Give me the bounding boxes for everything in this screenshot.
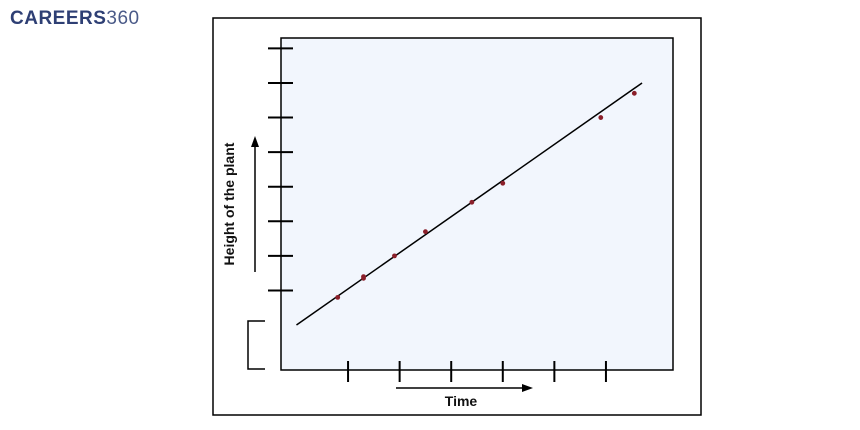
data-point-3 xyxy=(361,275,366,281)
x-axis-ticks xyxy=(347,361,607,382)
x-axis-label: Time xyxy=(445,393,478,409)
data-point-9 xyxy=(631,90,637,96)
origin-bracket xyxy=(247,320,265,370)
best-fit-line xyxy=(296,82,643,326)
data-points xyxy=(335,90,637,300)
data-point-4 xyxy=(392,253,397,259)
y-axis-label: Height of the plant xyxy=(221,142,237,265)
data-point-1 xyxy=(335,294,341,300)
data-point-5 xyxy=(423,229,428,235)
y-axis-ticks xyxy=(268,47,293,292)
data-point-6 xyxy=(469,199,475,205)
data-point-8 xyxy=(598,115,604,120)
careers360-logo: CAREERS360 xyxy=(10,8,140,30)
x-axis-arrow xyxy=(396,384,533,392)
y-axis-arrow xyxy=(251,136,259,272)
brand-number: 360 xyxy=(106,8,140,29)
brand-name: CAREERS xyxy=(10,8,107,29)
plot-area xyxy=(280,37,674,371)
data-point-7 xyxy=(500,180,506,186)
